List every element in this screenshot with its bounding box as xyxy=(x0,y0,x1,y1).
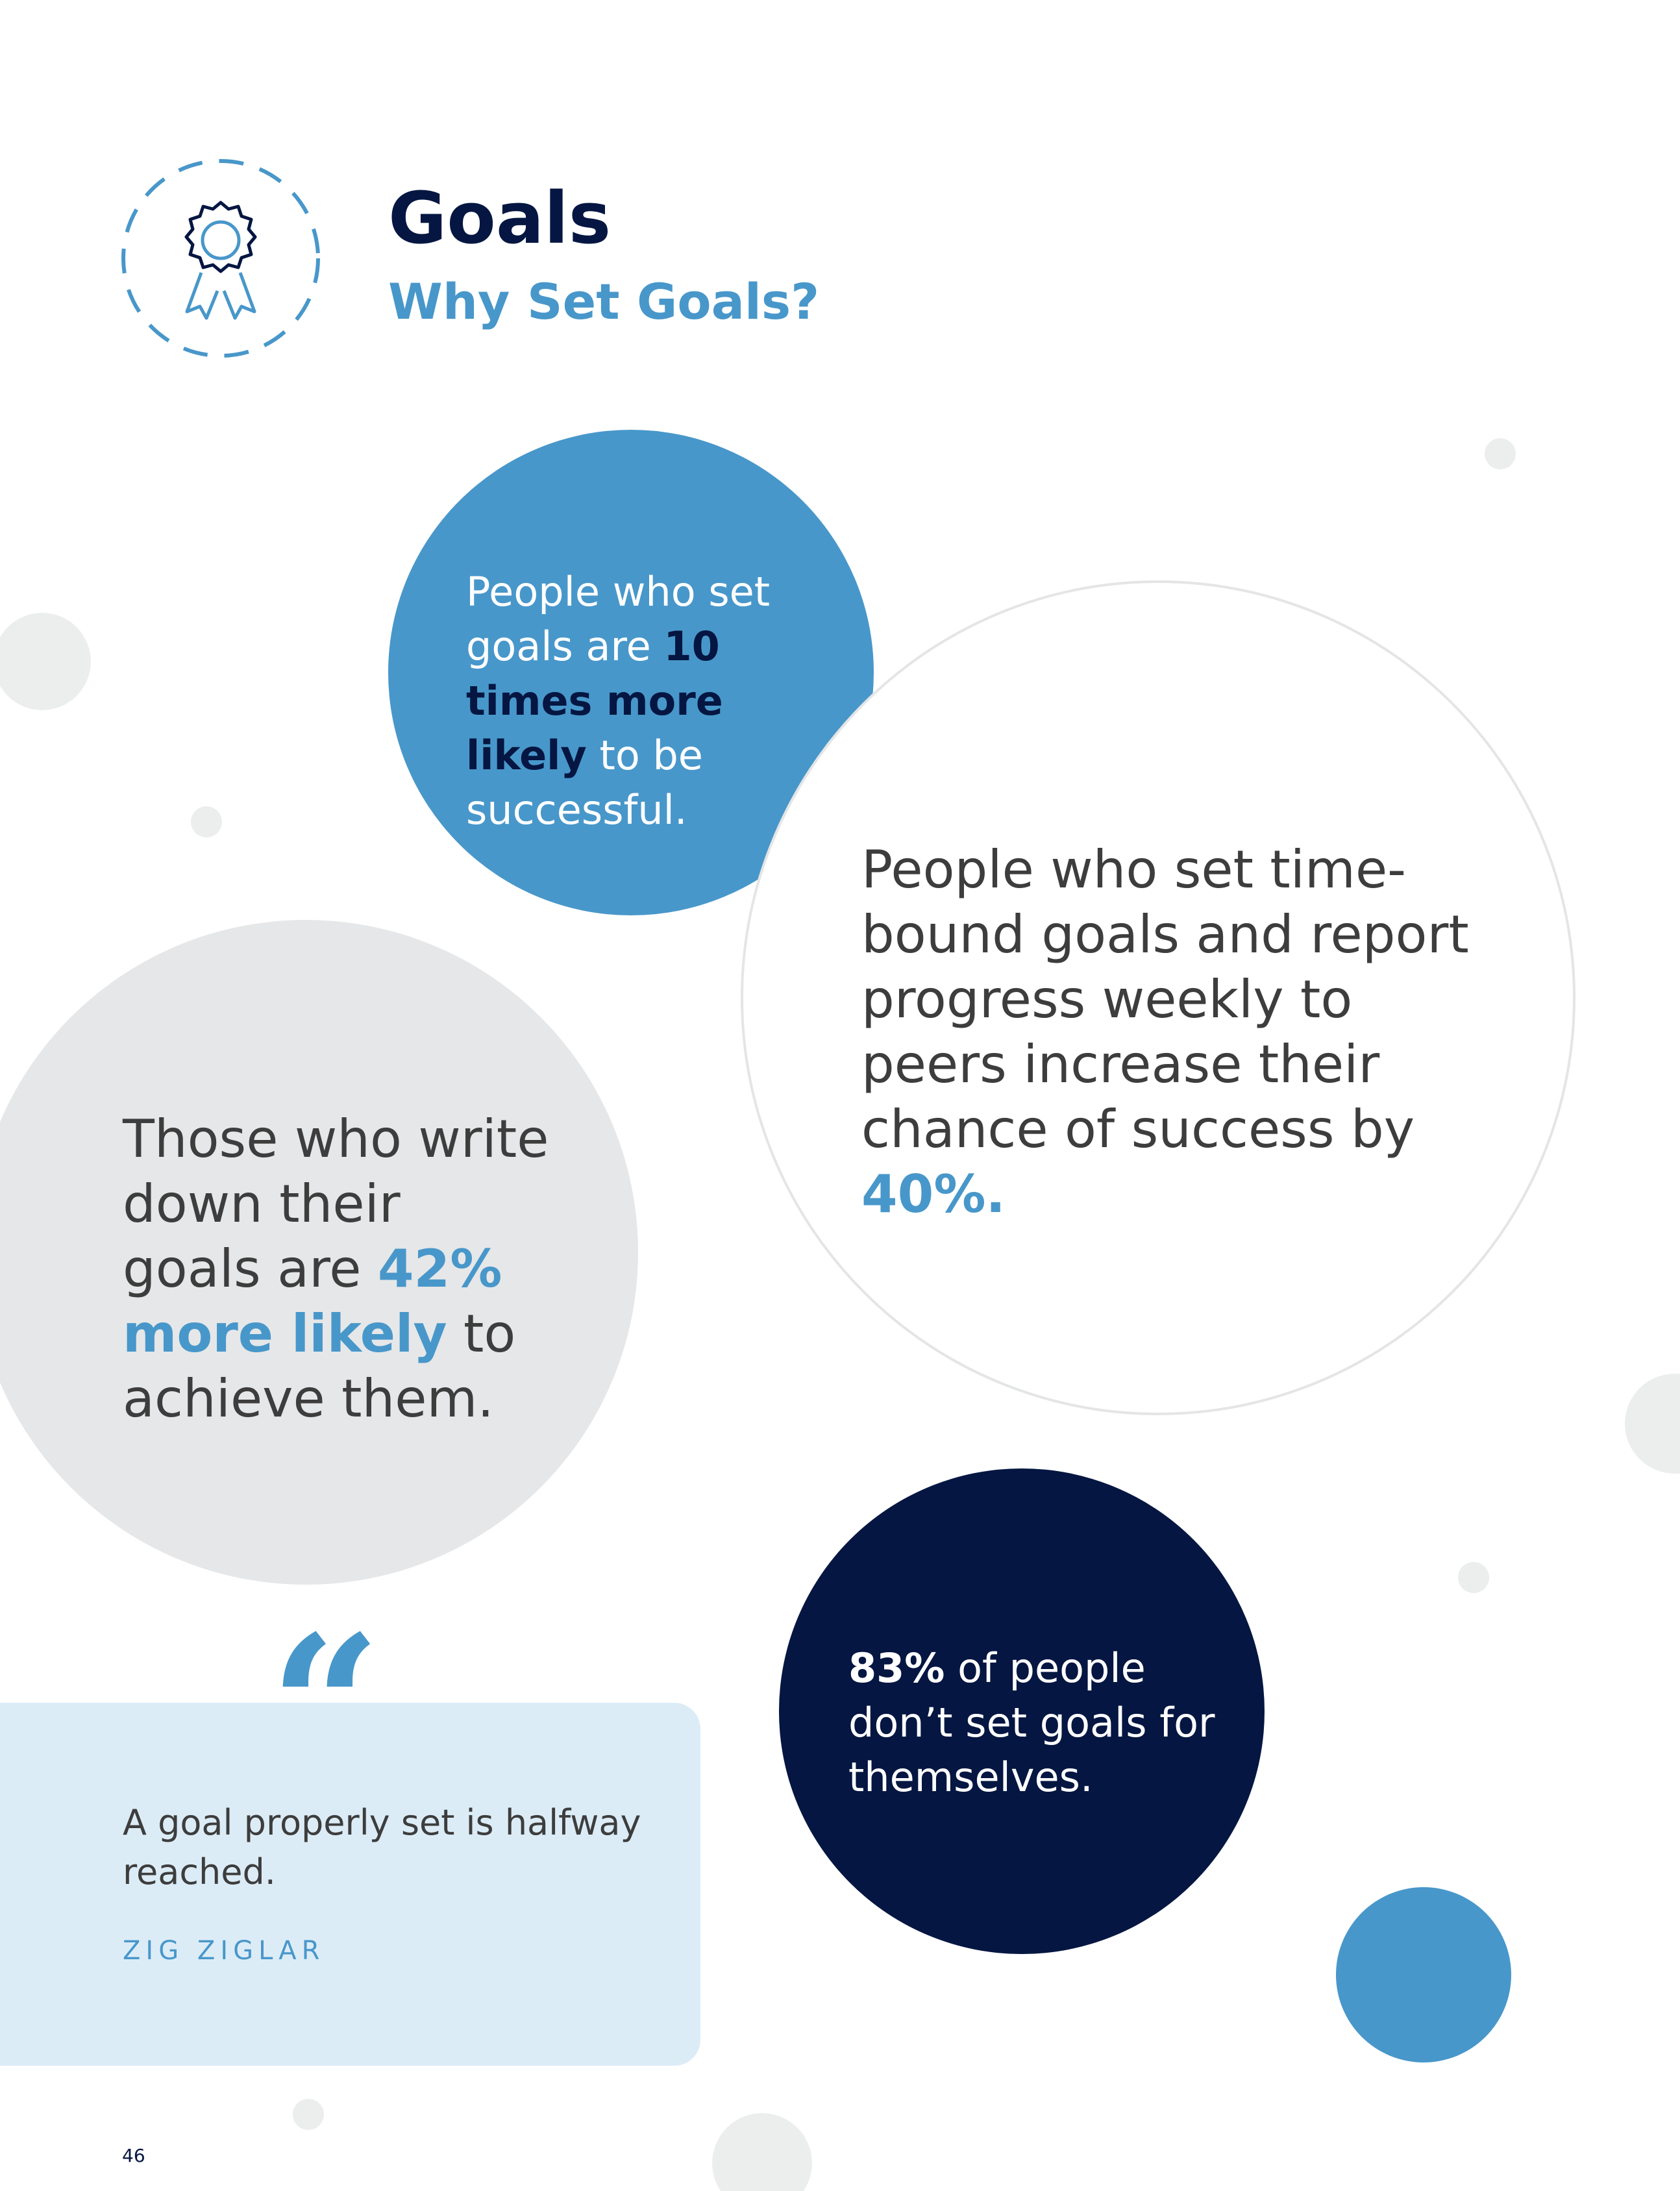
dot xyxy=(0,613,91,710)
dot xyxy=(1485,438,1516,469)
stat-highlight: 42% more likely xyxy=(123,1239,502,1364)
stat-text-part: People who set time-bound goals and repo… xyxy=(861,839,1469,1159)
stat-text-part: of people don’t set goals for themselves… xyxy=(848,1644,1215,1801)
quote-box xyxy=(0,1703,700,2066)
dot xyxy=(712,2113,812,2191)
dot xyxy=(1336,1887,1511,2062)
quote-mark: “ xyxy=(269,1592,382,1822)
stat-highlight: 10 times more likely xyxy=(466,623,723,779)
stat-text-part: Those who write down their goals are xyxy=(123,1109,549,1299)
stat-highlight: 83% xyxy=(848,1644,945,1692)
dot xyxy=(1458,1562,1489,1593)
stat-text: 83% of people don’t set goals for themse… xyxy=(848,1641,1238,1805)
stat-highlight: 40%. xyxy=(861,1164,1006,1224)
quote-author: ZIG ZIGLAR xyxy=(123,1936,325,1966)
subtitle: Why Set Goals? xyxy=(388,273,820,330)
stat-text: Those who write down their goals are 42%… xyxy=(123,1107,551,1431)
stat-circle xyxy=(0,920,638,1585)
page-number: 46 xyxy=(122,2145,145,2166)
stat-circle xyxy=(388,430,874,915)
stat-text: People who set goals are 10 times more l… xyxy=(466,565,849,837)
title: Goals xyxy=(388,177,611,260)
quote-text: A goal properly set is halfway reached. xyxy=(123,1802,641,1892)
stat-circle xyxy=(779,1468,1265,1954)
stat-text: People who set time-bound goals and repo… xyxy=(861,837,1485,1227)
dot xyxy=(293,2099,324,2130)
stat-circle xyxy=(741,580,1575,1415)
stat-text-part: to achieve them. xyxy=(123,1304,516,1429)
dot xyxy=(191,806,222,837)
badge-icon xyxy=(121,159,320,358)
dot xyxy=(1625,1374,1680,1474)
stat-text-part: to be successful. xyxy=(466,732,703,834)
stat-text-part: People who set goals are xyxy=(466,568,771,670)
